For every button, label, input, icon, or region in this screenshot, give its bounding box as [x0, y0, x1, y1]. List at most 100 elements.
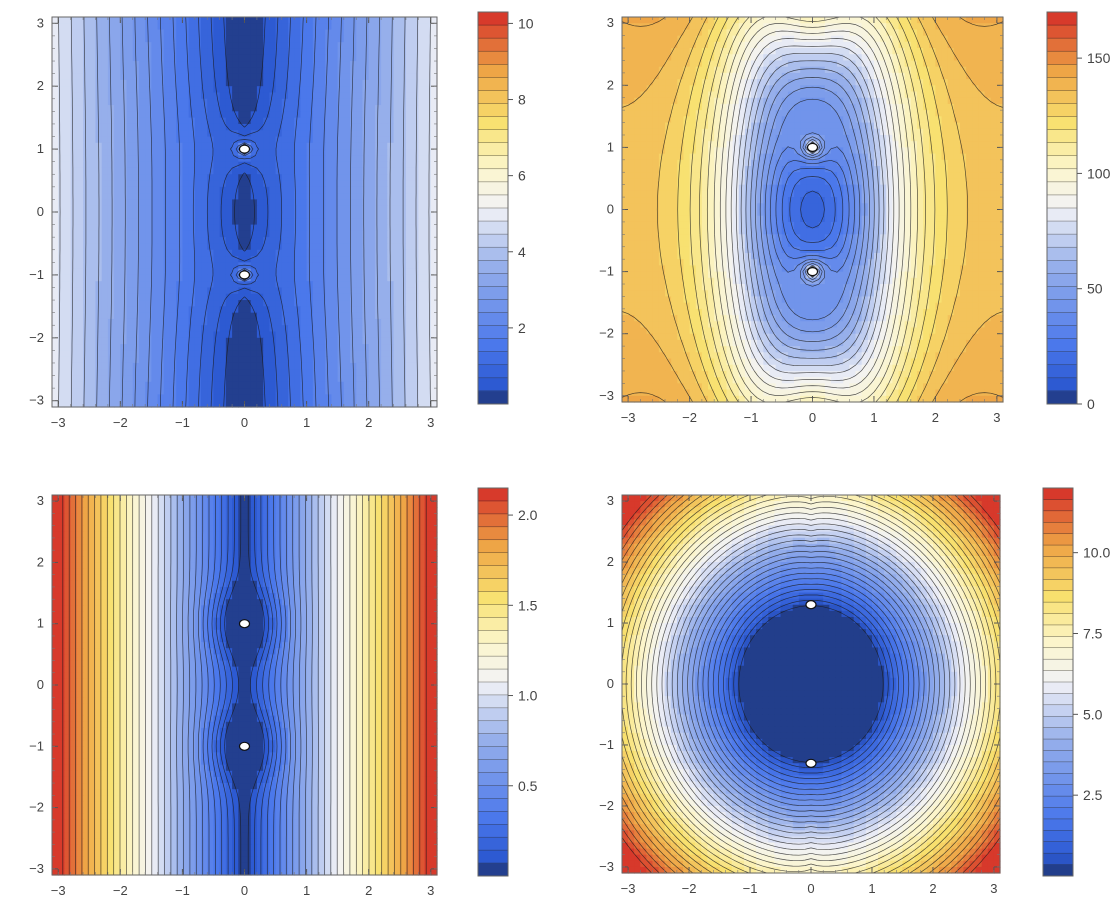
- colorbar-band: [478, 221, 508, 234]
- x-tick-label: 1: [303, 883, 310, 898]
- colorbar-tick-label: 1.0: [518, 688, 538, 704]
- colorbar-band: [1043, 739, 1073, 751]
- singular-point-0: [806, 601, 816, 609]
- colorbar-band: [1047, 195, 1077, 208]
- y-tick-label: −3: [599, 388, 614, 403]
- y-tick-label: −2: [29, 800, 44, 815]
- y-tick-label: 0: [607, 676, 614, 691]
- colorbar-band: [478, 811, 508, 824]
- colorbar-band: [1047, 12, 1077, 25]
- y-tick-label: 0: [37, 677, 44, 692]
- y-tick-label: −2: [599, 798, 614, 813]
- colorbar-band: [478, 553, 508, 566]
- singular-point-1: [240, 271, 250, 279]
- colorbar-band: [1043, 705, 1073, 717]
- colorbar-band: [478, 695, 508, 708]
- colorbar-band: [478, 169, 508, 182]
- colorbar-band: [478, 721, 508, 734]
- colorbar-band: [1047, 378, 1077, 391]
- colorbar-band: [1047, 25, 1077, 38]
- colorbar-band: [1047, 117, 1077, 130]
- colorbar-band: [1043, 819, 1073, 831]
- colorbar-band: [1043, 511, 1073, 523]
- x-tick-label: −2: [682, 881, 697, 896]
- colorbar-band: [478, 617, 508, 630]
- x-tick-label: 1: [868, 881, 875, 896]
- y-tick-label: −3: [29, 393, 44, 408]
- colorbar-band: [1043, 556, 1073, 568]
- colorbar-band: [478, 365, 508, 378]
- x-tick-label: 3: [427, 415, 434, 430]
- x-tick-label: 0: [241, 415, 248, 430]
- colorbar-band: [478, 117, 508, 130]
- colorbar-band: [478, 378, 508, 391]
- x-tick-label: 0: [809, 410, 816, 425]
- colorbar-band: [1047, 143, 1077, 156]
- colorbar-band: [478, 313, 508, 326]
- y-tick-label: 3: [37, 15, 44, 30]
- colorbar-tick-label: 6: [518, 168, 526, 184]
- colorbar-band: [478, 837, 508, 850]
- y-tick-label: 0: [607, 202, 614, 217]
- colorbar-band: [478, 656, 508, 669]
- y-tick-label: −1: [29, 267, 44, 282]
- x-tick-label: 0: [807, 881, 814, 896]
- colorbar-band: [478, 64, 508, 77]
- x-tick-label: 2: [365, 883, 372, 898]
- x-tick-label: 3: [427, 883, 434, 898]
- colorbar-band: [478, 391, 508, 404]
- colorbar-band: [1043, 625, 1073, 637]
- colorbar-band: [478, 299, 508, 312]
- colorbar-band: [1047, 365, 1077, 378]
- colorbar-band: [1047, 234, 1077, 247]
- colorbar-band: [1047, 286, 1077, 299]
- colorbar-band: [478, 103, 508, 116]
- colorbar: 2.55.07.510.0: [1043, 488, 1110, 876]
- colorbar-tick-label: 4: [518, 244, 526, 260]
- x-tick-label: 1: [303, 415, 310, 430]
- colorbar: 0.51.01.52.0: [478, 488, 538, 876]
- colorbar-band: [478, 798, 508, 811]
- colorbar-band: [1043, 648, 1073, 660]
- colorbar-band: [478, 863, 508, 876]
- y-tick-label: 1: [607, 615, 614, 630]
- colorbar-tick-label: 50: [1087, 281, 1103, 297]
- colorbar-band: [1043, 853, 1073, 865]
- colorbar-tick-label: 0: [1087, 396, 1095, 412]
- colorbar-band: [1043, 865, 1073, 877]
- colorbar-band: [1043, 785, 1073, 797]
- colorbar-band: [1043, 842, 1073, 854]
- x-tick-label: 2: [929, 881, 936, 896]
- y-tick-label: 3: [607, 493, 614, 508]
- x-tick-label: −2: [682, 410, 697, 425]
- colorbar-band: [478, 682, 508, 695]
- y-tick-label: −1: [29, 738, 44, 753]
- colorbar-band: [478, 785, 508, 798]
- colorbar-band: [1043, 762, 1073, 774]
- x-tick-label: −3: [621, 410, 636, 425]
- y-tick-label: 2: [37, 78, 44, 93]
- colorbar-tick-label: 2.5: [1083, 787, 1103, 803]
- colorbar-band: [1047, 103, 1077, 116]
- colorbar-band: [478, 90, 508, 103]
- x-tick-label: 0: [241, 883, 248, 898]
- colorbar-band: [478, 579, 508, 592]
- colorbar-band: [1047, 313, 1077, 326]
- colorbar-band: [1047, 38, 1077, 51]
- singular-point-0: [240, 620, 250, 628]
- colorbar-tick-label: 0.5: [518, 778, 538, 794]
- colorbar-band: [478, 130, 508, 143]
- x-tick-label: 3: [993, 410, 1000, 425]
- colorbar-band: [1047, 273, 1077, 286]
- colorbar-band: [1043, 682, 1073, 694]
- singular-point-0: [808, 143, 818, 151]
- contour-fill: [52, 495, 438, 876]
- singular-point-1: [240, 742, 250, 750]
- x-tick-label: −3: [51, 415, 66, 430]
- colorbar-band: [1047, 221, 1077, 234]
- colorbar-band: [1047, 208, 1077, 221]
- colorbar-band: [1043, 716, 1073, 728]
